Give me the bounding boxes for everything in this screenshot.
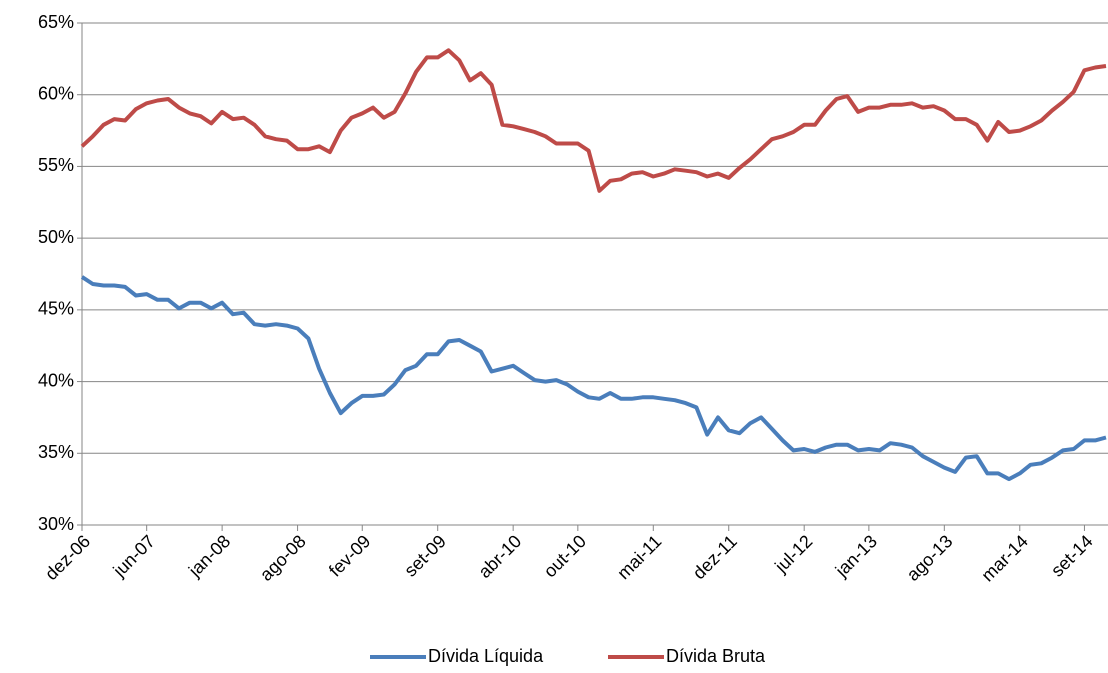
x-tick-label: ago-13 bbox=[903, 531, 957, 585]
x-tick-label: abr-10 bbox=[474, 531, 525, 582]
y-tick-label: 30% bbox=[38, 514, 74, 534]
x-tick-label: mai-11 bbox=[613, 531, 665, 583]
x-tick-label: fev-09 bbox=[325, 531, 375, 581]
x-tick-label: jan-13 bbox=[831, 531, 881, 581]
x-tick-label: out-10 bbox=[540, 531, 590, 581]
legend-label: Dívida Bruta bbox=[666, 646, 766, 666]
y-tick-label: 50% bbox=[38, 227, 74, 247]
x-tick-label: jun-07 bbox=[109, 531, 159, 581]
x-tick-label: jan-08 bbox=[184, 531, 234, 581]
y-tick-label: 55% bbox=[38, 155, 74, 175]
y-tick-label: 35% bbox=[38, 442, 74, 462]
x-tick-label: set-09 bbox=[400, 531, 450, 581]
x-tick-label: mar-14 bbox=[977, 531, 1031, 585]
y-tick-label: 45% bbox=[38, 299, 74, 319]
x-tick-label: dez-06 bbox=[41, 531, 94, 584]
series-line bbox=[80, 48, 1107, 193]
y-tick-label: 40% bbox=[38, 370, 74, 390]
x-tick-label: set-14 bbox=[1047, 531, 1097, 581]
x-tick-label: dez-11 bbox=[689, 531, 741, 583]
x-tick-label: jul-12 bbox=[770, 531, 816, 577]
y-tick-label: 65% bbox=[38, 12, 74, 32]
x-tick-label: ago-08 bbox=[256, 531, 310, 585]
y-tick-label: 60% bbox=[38, 83, 74, 103]
legend-label: Dívida Líquida bbox=[428, 646, 544, 666]
series-line bbox=[80, 275, 1107, 482]
